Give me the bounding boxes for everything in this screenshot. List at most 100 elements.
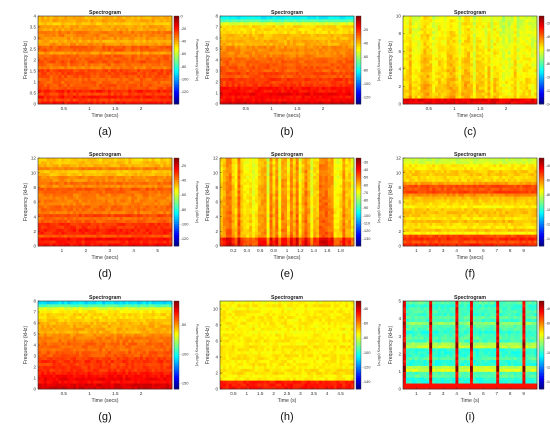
heatmap-cell [67, 28, 70, 31]
heatmap-cell [131, 28, 134, 31]
heatmap-cell [444, 95, 447, 98]
heatmap-cell [137, 45, 140, 48]
heatmap-cell [82, 95, 85, 98]
heatmap-cell [264, 16, 267, 19]
heatmap-cell [316, 78, 319, 81]
heatmap-cell [438, 66, 441, 69]
heatmap-cell [458, 98, 461, 101]
heatmap-cell [514, 60, 517, 63]
heatmap-cell [264, 31, 267, 34]
heatmap-cell [93, 54, 96, 57]
heatmap-cell [152, 237, 155, 240]
heatmap-cell [270, 54, 273, 57]
heatmap-cell [166, 19, 169, 22]
heatmap-cell [146, 66, 149, 69]
heatmap-cell [128, 78, 131, 81]
heatmap-cell [461, 57, 464, 60]
heatmap-cell [339, 39, 342, 42]
heatmap-cell [522, 34, 525, 37]
heatmap-cell [479, 69, 482, 72]
heatmap-cell [476, 22, 479, 25]
heatmap-cell [160, 95, 163, 98]
heatmap-cell [531, 45, 534, 48]
heatmap-cell [255, 37, 258, 40]
heatmap-cell [102, 48, 105, 51]
heatmap-cell [70, 98, 73, 101]
heatmap-cell [223, 37, 226, 40]
heatmap-cell [157, 51, 160, 54]
heatmap-cell [240, 66, 243, 69]
heatmap-cell [105, 63, 108, 66]
heatmap-cell [342, 37, 345, 40]
heatmap-cell [487, 60, 490, 63]
heatmap-cell [406, 42, 409, 45]
heatmap-cell [114, 25, 117, 28]
heatmap-cell [114, 83, 117, 86]
heatmap-cell [264, 39, 267, 42]
heatmap-cell [114, 75, 117, 78]
heatmap-cell [415, 86, 418, 89]
heatmap-cell [438, 34, 441, 37]
heatmap-cell [487, 78, 490, 81]
heatmap-cell [155, 95, 158, 98]
heatmap-cell [47, 39, 50, 42]
heatmap-cell [44, 89, 47, 92]
heatmap-cell [313, 31, 316, 34]
heatmap-cell [304, 83, 307, 86]
heatmap-cell [44, 78, 47, 81]
heatmap-cell [508, 45, 511, 48]
heatmap-cell [502, 16, 505, 19]
heatmap-cell [502, 45, 505, 48]
heatmap-cell [90, 225, 93, 228]
heatmap-cell [502, 89, 505, 92]
heatmap-cell [485, 54, 488, 57]
heatmap-cell [137, 231, 140, 234]
heatmap-cell [403, 60, 406, 63]
heatmap-cell [41, 34, 44, 37]
heatmap-cell [293, 31, 296, 34]
heatmap-cell [64, 34, 67, 37]
heatmap-cell [90, 217, 93, 220]
heatmap-cell [90, 240, 93, 243]
heatmap-cell [240, 86, 243, 89]
heatmap-cell [122, 75, 125, 78]
heatmap-cell [38, 66, 41, 69]
heatmap-cell [528, 66, 531, 69]
heatmap-cell [125, 208, 128, 211]
heatmap-cell [163, 48, 166, 51]
colorbar-tick-label: -100 [363, 81, 372, 86]
heatmap-cell [403, 54, 406, 57]
heatmap-cell [146, 217, 149, 220]
heatmap-cell [140, 25, 143, 28]
heatmap-cell [64, 231, 67, 234]
heatmap-cell [85, 89, 88, 92]
heatmap-cell [331, 42, 334, 45]
heatmap-cell [313, 63, 316, 66]
colorbar-label: Power/frequency (dB/Hz) [377, 39, 381, 82]
heatmap-cell [82, 75, 85, 78]
heatmap-cell [134, 34, 137, 37]
heatmap-cell [290, 25, 293, 28]
heatmap-cell [307, 25, 310, 28]
heatmap-cell [143, 37, 146, 40]
heatmap-cell [50, 37, 53, 40]
heatmap-cell [134, 217, 137, 220]
heatmap-cell [41, 231, 44, 234]
heatmap-cell [502, 92, 505, 95]
heatmap-cell [140, 34, 143, 37]
heatmap-cell [287, 48, 290, 51]
heatmap-cell [117, 63, 120, 66]
heatmap-cell [511, 16, 514, 19]
heatmap-cell [467, 48, 470, 51]
heatmap-cell [473, 98, 476, 101]
heatmap-cell [140, 95, 143, 98]
heatmap-cell [458, 75, 461, 78]
heatmap-cell [53, 72, 56, 75]
heatmap-cell [122, 211, 125, 214]
heatmap-cell [137, 86, 140, 89]
heatmap-cell [243, 57, 246, 60]
heatmap-cell [467, 66, 470, 69]
heatmap-cell [278, 37, 281, 40]
heatmap-cell [96, 217, 99, 220]
heatmap-cell [163, 223, 166, 226]
